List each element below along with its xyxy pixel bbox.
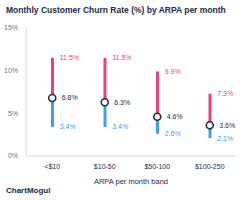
svg-text:2.1%: 2.1% (217, 135, 233, 142)
svg-text:<$10: <$10 (44, 163, 60, 170)
svg-text:15%: 15% (8, 24, 18, 31)
svg-text:3.4%: 3.4% (60, 123, 76, 130)
svg-text:3.4%: 3.4% (112, 123, 128, 130)
svg-text:6.8%: 6.8% (62, 94, 78, 101)
svg-text:2.6%: 2.6% (165, 130, 181, 137)
svg-text:11.5%: 11.5% (112, 54, 131, 61)
svg-text:$100-250: $100-250 (195, 163, 225, 170)
svg-text:ARPA per month band: ARPA per month band (94, 177, 168, 186)
svg-text:3.6%: 3.6% (219, 122, 235, 129)
svg-text:$50-100: $50-100 (144, 163, 170, 170)
svg-text:11.5%: 11.5% (60, 54, 79, 61)
svg-text:$10-50: $10-50 (94, 163, 116, 170)
svg-text:10%: 10% (8, 67, 18, 74)
svg-text:7.3%: 7.3% (217, 90, 233, 97)
html-text:Monthly Customer Churn Rate (%: Monthly Customer Churn Rate (%) by ARPA … (6, 5, 226, 15)
svg-text:4.6%: 4.6% (167, 113, 183, 120)
svg-text:5%: 5% (8, 110, 18, 117)
svg-text:6.3%: 6.3% (114, 99, 130, 106)
html-text:ChartMogul: ChartMogul (6, 186, 51, 195)
svg-text:0%: 0% (8, 152, 18, 159)
svg-text:9.9%: 9.9% (165, 68, 181, 75)
